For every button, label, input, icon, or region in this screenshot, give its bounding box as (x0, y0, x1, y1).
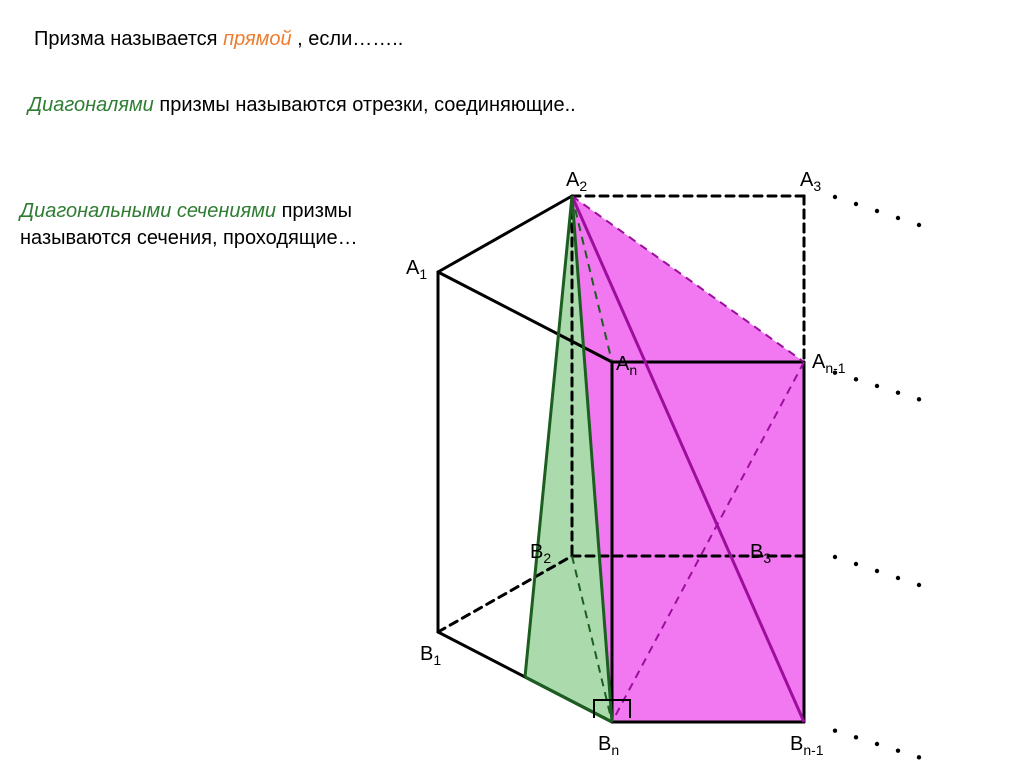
heading-line-1: Призма называется прямой , если…….. (34, 28, 403, 51)
vertex-label: Аn-1 (812, 351, 846, 376)
vertex-label: А1 (406, 257, 427, 282)
continuation-dot (875, 209, 879, 213)
continuation-dot (875, 569, 879, 573)
continuation-dot (833, 555, 837, 559)
vertex-label: А3 (800, 169, 821, 194)
vertex-label: Вn-1 (790, 733, 824, 758)
prism-diagram: А1А2А3Аn-1АnВ1В2В3Вn-1Вn (380, 150, 1020, 760)
continuation-dot (875, 742, 879, 746)
heading-line-2: Диагоналями призмы называются отрезки, с… (28, 94, 576, 117)
continuation-dot (833, 195, 837, 199)
continuation-dot (917, 223, 921, 227)
continuation-dot (896, 390, 900, 394)
continuation-dot (854, 377, 858, 381)
text-highlight: прямой (223, 28, 292, 50)
continuation-dot (875, 384, 879, 388)
vertex-label: А2 (566, 169, 587, 194)
continuation-dot (854, 562, 858, 566)
vertex-label: Вn (598, 733, 619, 758)
text-highlight: Диагоналями (28, 94, 159, 116)
continuation-dot (854, 735, 858, 739)
continuation-dot (896, 748, 900, 752)
continuation-dot (833, 728, 837, 732)
text-suffix1: призмы (282, 200, 352, 222)
continuation-dot (896, 216, 900, 220)
heading-line-3: Диагональными сечениями призмы называютс… (20, 198, 400, 252)
continuation-dot (917, 583, 921, 587)
text-prefix: Призма называется (34, 28, 223, 50)
continuation-dot (854, 202, 858, 206)
text-highlight: Диагональными сечениями (20, 200, 282, 222)
edge (438, 196, 572, 272)
text-row2: называются сечения, проходящие… (20, 227, 358, 249)
continuation-dot (917, 755, 921, 759)
vertex-label: В1 (420, 643, 441, 668)
text-suffix: , если…….. (297, 28, 403, 50)
text-suffix: призмы называются отрезки, соединяющие.. (159, 94, 575, 116)
continuation-dot (917, 397, 921, 401)
continuation-dot (896, 576, 900, 580)
